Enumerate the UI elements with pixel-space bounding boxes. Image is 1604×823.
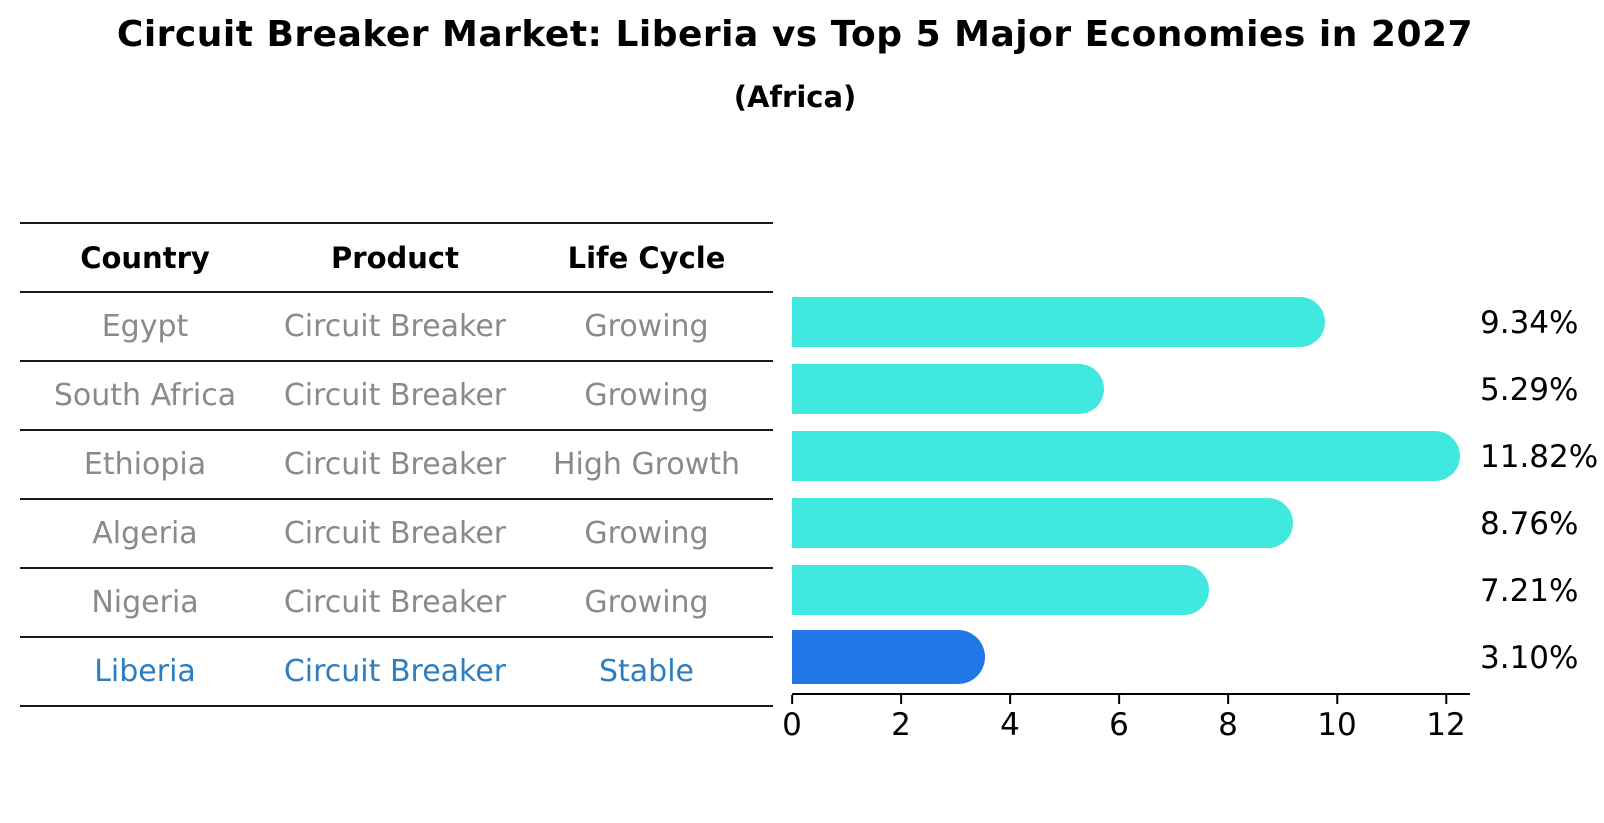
tick-mark [1008, 695, 1011, 704]
bar-ethiopia [792, 431, 1461, 481]
cell-product: Circuit Breaker [283, 447, 507, 482]
bar-chart: 9.34% 5.29% 11.82% 8.76% 7.21% 3.10% [792, 289, 1598, 691]
bar-nigeria [792, 565, 1209, 615]
x-tick-4: 4 [1000, 695, 1020, 743]
cell-country: Algeria [92, 516, 198, 551]
value-label-algeria: 8.76% [1480, 505, 1579, 542]
tick-mark [899, 695, 902, 704]
table-row-south-africa: South Africa Circuit Breaker Growing [20, 360, 773, 429]
x-axis-line [792, 693, 1470, 695]
cell-product: Circuit Breaker [283, 585, 507, 620]
value-label-south-africa: 5.29% [1480, 371, 1579, 408]
tick-label: 4 [1000, 707, 1020, 743]
x-tick-0: 0 [782, 695, 802, 743]
bar-row-south-africa: 5.29% [792, 356, 1578, 423]
cell-lifecycle: Growing [584, 585, 709, 620]
tick-mark [790, 695, 793, 704]
x-tick-8: 8 [1218, 695, 1238, 743]
tick-mark [1117, 695, 1120, 704]
table-row-nigeria: Nigeria Circuit Breaker Growing [20, 567, 773, 636]
cell-product: Circuit Breaker [283, 309, 507, 344]
value-label-nigeria: 7.21% [1480, 572, 1579, 609]
table-row-ethiopia: Ethiopia Circuit Breaker High Growth [20, 429, 773, 498]
x-tick-10: 10 [1317, 695, 1357, 743]
bar-liberia [792, 630, 985, 684]
cell-lifecycle: Growing [584, 516, 709, 551]
column-header-country: Country [80, 240, 210, 275]
tick-label: 12 [1426, 707, 1466, 743]
value-label-ethiopia: 11.82% [1480, 438, 1599, 475]
cell-country: Nigeria [91, 585, 199, 620]
tick-label: 2 [891, 707, 911, 743]
bar-row-algeria: 8.76% [792, 490, 1578, 557]
value-label-egypt: 9.34% [1480, 304, 1579, 341]
bar-row-ethiopia: 11.82% [792, 423, 1598, 490]
bar-row-liberia: 3.10% [792, 624, 1578, 691]
cell-lifecycle: High Growth [552, 447, 741, 482]
tick-mark [1444, 695, 1447, 704]
cell-product: Circuit Breaker [283, 516, 507, 551]
tick-label: 0 [782, 707, 802, 743]
x-tick-6: 6 [1109, 695, 1129, 743]
table-header-row: Country Product Life Cycle [20, 222, 773, 291]
tick-label: 6 [1109, 707, 1129, 743]
bar-egypt [792, 297, 1326, 347]
country-table: Country Product Life Cycle Egypt Circuit… [20, 222, 773, 707]
bar-algeria [792, 498, 1294, 548]
tick-mark [1226, 695, 1229, 704]
cell-product: Circuit Breaker [283, 378, 507, 413]
cell-country: Egypt [101, 309, 189, 344]
tick-mark [1335, 695, 1338, 704]
column-header-product: Product [331, 240, 459, 275]
x-tick-2: 2 [891, 695, 911, 743]
cell-lifecycle: Growing [584, 309, 709, 344]
value-label-liberia: 3.10% [1480, 639, 1579, 676]
chart-subtitle: (Africa) [733, 80, 857, 114]
x-tick-12: 12 [1426, 695, 1466, 743]
cell-product: Circuit Breaker [283, 654, 507, 689]
column-header-lifecycle: Life Cycle [567, 240, 726, 275]
x-axis-ticks: 0 2 4 6 8 10 12 [782, 695, 1466, 755]
tick-label: 10 [1317, 707, 1357, 743]
cell-lifecycle: Stable [598, 654, 695, 689]
bar-south-africa [792, 364, 1105, 414]
chart-title: Circuit Breaker Market: Liberia vs Top 5… [116, 14, 1474, 55]
bar-row-nigeria: 7.21% [792, 557, 1578, 624]
cell-country: Ethiopia [83, 447, 207, 482]
cell-country: South Africa [53, 378, 237, 413]
table-row-liberia: Liberia Circuit Breaker Stable [20, 636, 773, 707]
cell-country: Liberia [94, 654, 196, 689]
cell-lifecycle: Growing [584, 378, 709, 413]
table-row-egypt: Egypt Circuit Breaker Growing [20, 291, 773, 360]
table-row-algeria: Algeria Circuit Breaker Growing [20, 498, 773, 567]
tick-label: 8 [1218, 707, 1238, 743]
bar-row-egypt: 9.34% [792, 289, 1578, 356]
